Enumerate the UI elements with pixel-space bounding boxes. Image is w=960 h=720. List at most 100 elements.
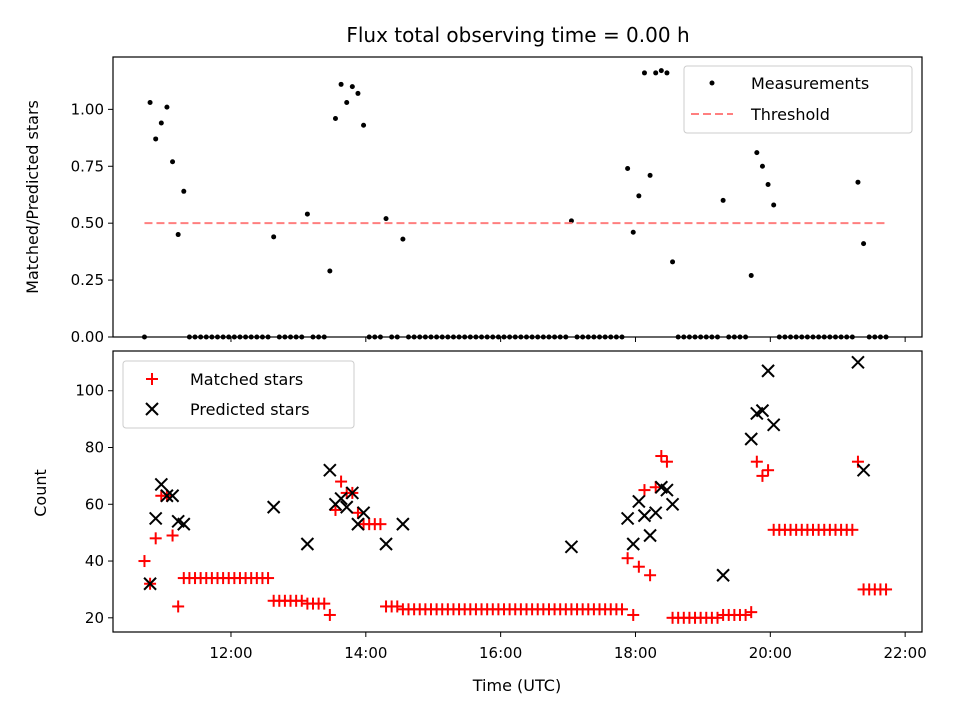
predicted-star-point	[345, 486, 360, 500]
top-ytick-label: 0.00	[71, 328, 104, 346]
matched-star-point	[638, 484, 651, 497]
measurement-point	[327, 268, 333, 274]
bottom-ytick-label: 80	[85, 439, 104, 457]
measurement-point	[647, 172, 653, 178]
predicted-star-point	[340, 500, 354, 514]
matched-star-point	[166, 529, 179, 542]
measurement-point	[147, 100, 153, 106]
matched-star-point	[335, 475, 348, 488]
measurement-point	[338, 81, 344, 87]
measurement-point	[630, 229, 636, 235]
legend-matched-label: Matched stars	[190, 370, 303, 389]
predicted-star-point	[143, 577, 157, 591]
matched-star-point	[374, 518, 387, 531]
matched-star-point	[880, 583, 893, 596]
measurement-point	[861, 241, 867, 247]
measurement-point	[765, 181, 771, 187]
predicted-star-point	[851, 355, 865, 370]
top-ylabel: Matched/Predicted stars	[23, 100, 42, 294]
measurement-point	[670, 259, 676, 265]
matched-star-point	[295, 594, 308, 607]
matched-star-point	[632, 560, 645, 573]
matched-star-point	[318, 597, 331, 610]
bottom-ytick-label: 40	[85, 552, 104, 570]
bottom-ytick-label: 20	[85, 609, 104, 627]
measurement-point	[355, 90, 361, 96]
predicted-star-point	[856, 463, 871, 477]
matched-star-point	[745, 606, 758, 619]
legend-predicted-label: Predicted stars	[190, 400, 310, 419]
legend-measurements-label: Measurements	[751, 74, 869, 93]
matched-star-point	[172, 600, 185, 613]
measurement-point	[175, 232, 181, 238]
predicted-star-point	[632, 494, 646, 509]
measurement-point	[720, 197, 726, 203]
measurement-point	[181, 188, 187, 194]
measurement-point	[158, 120, 164, 126]
bottom-plot-area: 12:00 14:00 16:00 18:00 20:00 22:00 20 40 60 80 10…	[75, 355, 927, 662]
top-ytick-label: 0.25	[71, 271, 104, 289]
predicted-star-point	[160, 489, 174, 503]
measurement-point	[855, 179, 861, 185]
matched-star-point	[138, 555, 151, 568]
predicted-star-point	[351, 517, 365, 531]
measurement-point	[400, 236, 406, 242]
matched-star-point	[750, 455, 763, 468]
bottom-legend-box	[122, 360, 355, 429]
matched-star-point	[756, 469, 769, 482]
top-ytick-label: 0.75	[71, 157, 104, 175]
matched-star-point	[262, 572, 275, 585]
predicted-star-point	[356, 506, 371, 520]
matched-star-point	[627, 608, 640, 621]
top-ytick-label: 0.50	[71, 214, 104, 232]
legend-measurements-marker	[709, 80, 715, 86]
predicted-star-point	[266, 500, 281, 514]
measurement-point	[664, 70, 670, 76]
measurement-point	[748, 273, 754, 279]
xtick-label: 12:00	[209, 644, 252, 662]
predicted-star-point	[564, 540, 579, 554]
xtick-label: 14:00	[344, 644, 387, 662]
matched-star-point	[329, 503, 342, 516]
matched-star-point	[323, 608, 336, 621]
matched-star-point	[711, 611, 724, 624]
measurement-point	[625, 166, 631, 172]
matched-star-point	[615, 603, 628, 616]
matched-star-point	[644, 569, 657, 582]
bottom-ytick-label: 60	[85, 495, 104, 513]
predicted-star-point	[716, 568, 730, 582]
predicted-star-point	[148, 511, 163, 526]
measurement-point	[658, 68, 664, 74]
predicted-star-point	[620, 511, 635, 526]
measurement-point	[759, 163, 765, 169]
bottom-axes-frame	[112, 350, 923, 633]
measurement-point	[636, 193, 642, 199]
matched-star-point	[739, 608, 752, 621]
predicted-star-point	[761, 364, 775, 378]
predicted-star-point	[334, 491, 348, 506]
predicted-star-point	[323, 463, 337, 477]
bottom-ytick-label: 100	[75, 382, 104, 400]
legend-predicted-marker	[145, 402, 159, 416]
matched-star-point	[649, 481, 662, 494]
measurement-point	[271, 234, 277, 240]
predicted-star-point	[643, 528, 657, 543]
predicted-star-point	[396, 517, 410, 531]
chart-title: Flux total observing time = 0.00 h	[346, 23, 689, 47]
predicted-star-point	[637, 508, 652, 523]
measurement-point	[349, 84, 355, 90]
measurement-point	[568, 218, 574, 224]
xtick-label: 16:00	[479, 644, 522, 662]
matched-star-point	[149, 532, 162, 545]
bottom-xlabel: Time (UTC)	[472, 676, 561, 695]
measurement-point	[383, 216, 389, 222]
xtick-label: 18:00	[614, 644, 657, 662]
measurement-point	[653, 70, 659, 76]
measurement-point	[304, 211, 310, 217]
measurement-point	[771, 202, 777, 208]
legend-threshold-label: Threshold	[750, 105, 830, 124]
measurement-point	[170, 159, 176, 165]
predicted-star-point	[744, 432, 758, 446]
xtick-label: 22:00	[884, 644, 927, 662]
